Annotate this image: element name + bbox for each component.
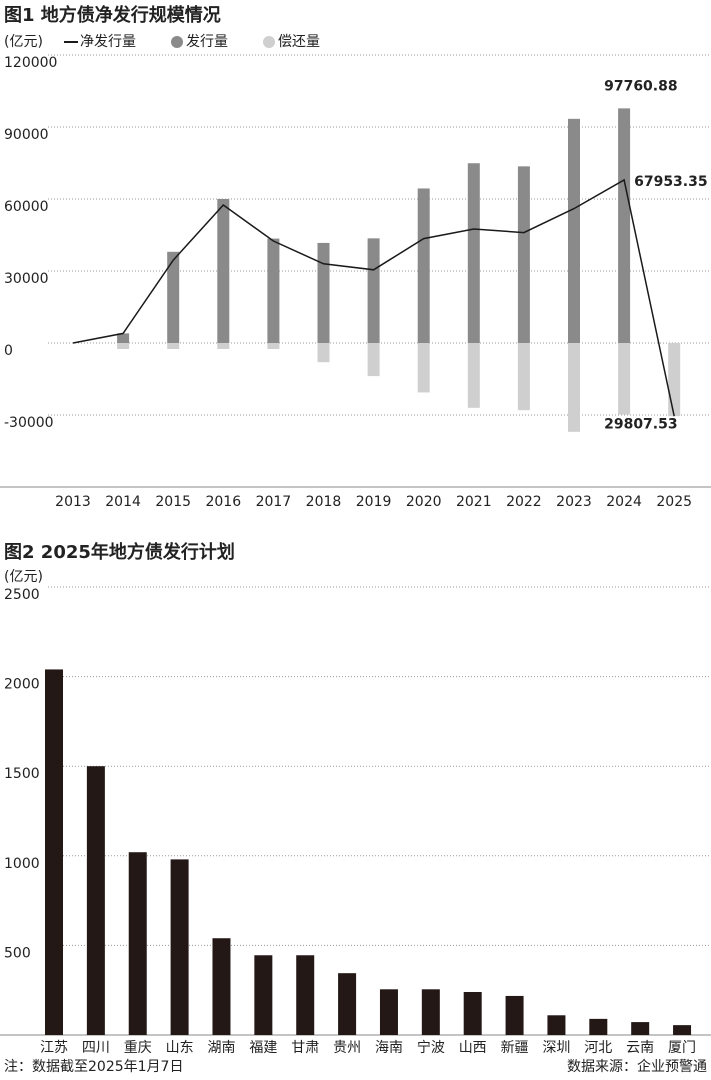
bar [170,859,189,1035]
bar [668,343,681,417]
bar [467,343,480,408]
bar [254,955,273,1035]
bar [467,163,480,343]
x-tick-label: 2014 [105,494,141,510]
y-tick-label: 0 [4,343,13,359]
x-tick-label: 江苏 [40,1040,68,1056]
x-tick-label: 2015 [155,494,191,510]
y-tick-label: 120000 [4,55,57,71]
bar [618,343,631,415]
bar [417,343,430,393]
bar [367,238,380,343]
x-tick-label: 2024 [606,494,642,510]
y-tick-label: 90000 [4,127,49,143]
bar [317,242,330,343]
bar [317,343,330,363]
chart-title: 图2 2025年地方债发行计划 [4,541,235,563]
x-tick-label: 2016 [205,494,241,510]
legend-label: 偿还量 [278,34,320,50]
y-tick-label: 500 [4,945,31,961]
x-tick-label: 2022 [506,494,542,510]
y-tick-label: -30000 [4,415,54,431]
bar [117,343,130,349]
x-tick-label: 甘肃 [291,1040,319,1056]
source: 数据来源：企业预警通 [567,1058,707,1075]
bar [517,166,530,343]
x-tick-label: 山西 [459,1040,487,1056]
x-tick-label: 厦门 [668,1040,696,1056]
chart-title: 图1 地方债净发行规模情况 [4,4,221,26]
y-tick-label: 30000 [4,271,49,287]
bar [86,766,105,1035]
bar [167,251,180,343]
bar [212,938,231,1035]
x-tick-label: 深圳 [542,1040,570,1056]
x-tick-label: 2020 [406,494,442,510]
line [72,178,675,417]
unit-label: (亿元) [4,569,43,585]
y-tick-label: 1500 [4,766,40,782]
bar [547,1015,566,1035]
bar [117,333,130,343]
bar [367,343,380,377]
data-label: 97760.88 [604,78,678,94]
y-tick-label: 60000 [4,199,49,215]
legend-swatch [171,36,183,48]
bar [417,188,430,343]
x-tick-label: 贵州 [333,1040,361,1056]
bar [421,989,440,1035]
data-label: 29807.53 [604,417,678,433]
bar [568,343,580,432]
unit-label: (亿元) [4,34,43,50]
bar [128,852,147,1035]
x-tick-label: 2017 [256,494,292,510]
bar [217,343,230,349]
bar [517,343,530,411]
legend-label: 净发行量 [80,34,136,50]
x-tick-label: 2025 [656,494,692,510]
x-tick-label: 2019 [356,494,392,510]
x-tick-label: 山东 [166,1040,194,1056]
x-tick-label: 宁波 [417,1039,445,1056]
bar [673,1025,692,1035]
bar [267,238,280,343]
bar [217,199,230,343]
x-tick-label: 2018 [306,494,342,510]
bar [463,991,482,1035]
bar [505,995,524,1035]
x-tick-label: 2013 [55,494,91,510]
bar [589,1018,608,1035]
y-tick-label: 1000 [4,856,40,872]
y-tick-label: 2000 [4,677,40,693]
bar [267,343,280,349]
x-tick-label: 云南 [626,1040,654,1056]
legend-label: 发行量 [186,34,228,50]
y-tick-label: 2500 [4,587,40,603]
x-tick-label: 湖南 [207,1040,235,1056]
x-tick-label: 2023 [556,494,592,510]
bar [379,989,398,1035]
bar [167,343,180,349]
data-label: 67953.35 [634,174,708,190]
x-tick-label: 重庆 [124,1040,152,1056]
x-tick-label: 2021 [456,494,492,510]
x-tick-label: 河北 [584,1040,612,1056]
x-tick-label: 福建 [249,1040,277,1056]
note: 注：数据截至2025年1月7日 [4,1059,183,1075]
bar [338,973,357,1035]
bar [296,955,315,1035]
legend-swatch [263,36,275,48]
bar [568,118,580,343]
bar [618,108,631,343]
x-tick-label: 新疆 [501,1040,529,1056]
x-tick-label: 海南 [375,1040,403,1056]
x-tick-label: 四川 [82,1040,110,1056]
bar [45,669,63,1035]
bar [631,1022,650,1035]
